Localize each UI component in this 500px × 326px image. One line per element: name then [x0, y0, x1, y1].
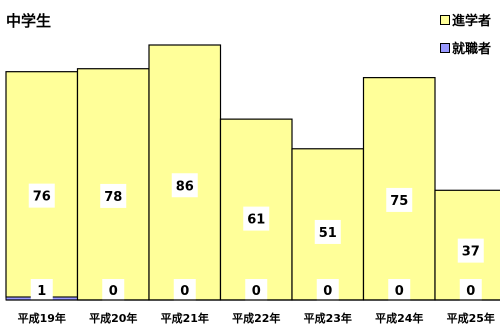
bar-advance-2 — [148, 44, 222, 301]
bar-advance-3 — [219, 118, 293, 301]
data-label-bg-advance-5 — [386, 187, 413, 212]
data-label-employment-1: 0 — [109, 284, 118, 299]
category-label-4: 平成23年 — [304, 311, 352, 325]
data-label-bg-employment-3 — [245, 279, 268, 301]
category-label-2: 平成21年 — [161, 311, 209, 325]
data-label-bg-advance-0 — [28, 183, 55, 208]
data-label-bg-employment-0 — [30, 279, 53, 301]
legend-swatch-employment — [440, 42, 450, 53]
data-label-bg-advance-1 — [100, 183, 127, 208]
data-label-employment-2: 0 — [180, 284, 189, 299]
legend-label-advance: 進学者 — [452, 14, 492, 29]
data-label-advance-5: 75 — [390, 194, 408, 209]
data-label-employment-0: 1 — [37, 284, 46, 299]
legend-item-advance: 進学者 — [440, 10, 491, 29]
data-label-advance-6: 37 — [462, 245, 480, 260]
category-label-6: 平成25年 — [447, 311, 495, 325]
data-label-bg-advance-6 — [457, 238, 484, 263]
data-label-employment-5: 0 — [395, 284, 404, 299]
data-label-bg-advance-2 — [171, 173, 198, 198]
category-label-5: 平成24年 — [375, 311, 423, 325]
data-label-bg-employment-1 — [102, 279, 125, 301]
data-label-bg-employment-6 — [459, 279, 482, 301]
legend-swatch-advance — [440, 14, 450, 25]
data-label-employment-4: 0 — [323, 284, 332, 299]
data-label-advance-4: 51 — [319, 226, 337, 241]
data-label-advance-2: 86 — [176, 179, 194, 194]
category-label-1: 平成20年 — [89, 311, 137, 325]
data-label-employment-3: 0 — [252, 284, 261, 299]
data-label-employment-6: 0 — [466, 284, 475, 299]
data-label-advance-3: 61 — [247, 213, 265, 228]
data-label-advance-0: 76 — [33, 190, 51, 205]
chart-title: 中学生 — [6, 12, 52, 30]
data-label-bg-employment-5 — [388, 279, 411, 301]
data-label-advance-1: 78 — [104, 190, 122, 205]
legend-label-employment: 就職者 — [452, 42, 492, 57]
data-label-bg-advance-4 — [314, 219, 341, 244]
data-label-bg-employment-4 — [316, 279, 339, 301]
category-label-3: 平成22年 — [232, 311, 280, 325]
data-label-bg-advance-3 — [243, 206, 270, 231]
legend-item-employment: 就職者 — [440, 38, 491, 57]
data-label-bg-employment-2 — [173, 279, 196, 301]
category-label-0: 平成19年 — [18, 311, 66, 325]
